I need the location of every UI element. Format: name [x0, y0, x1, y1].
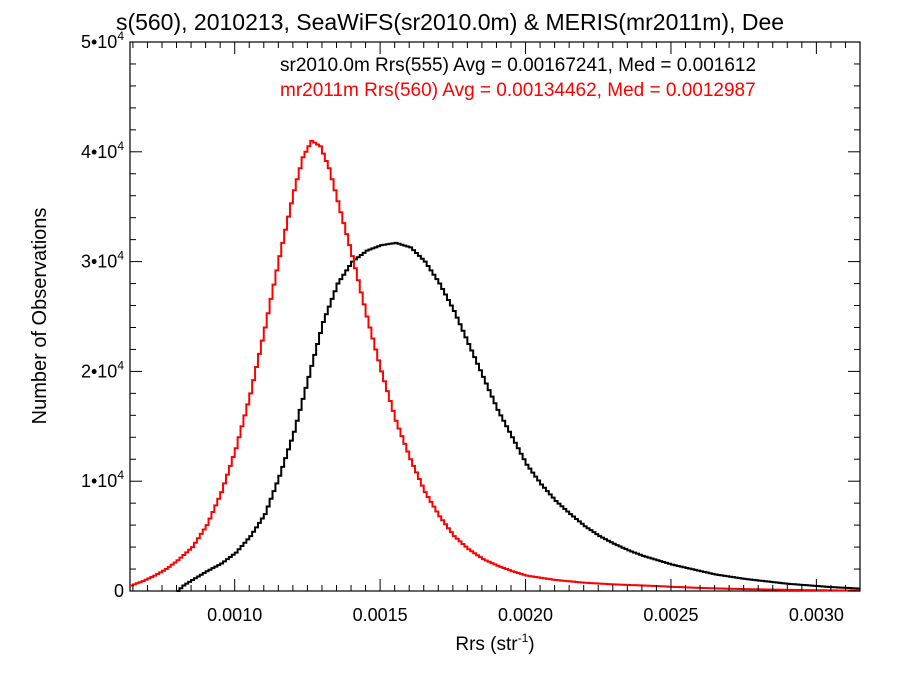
- x-tick-label: 0.0015: [353, 605, 408, 625]
- series-1-line: [130, 139, 860, 592]
- series-0-line: [176, 241, 860, 592]
- chart-title: s(560), 2010213, SeaWiFS(sr2010.0m) & ME…: [116, 9, 784, 35]
- series-0: [176, 241, 860, 592]
- x-tick-label: 0.0010: [207, 605, 262, 625]
- y-tick-label: 0: [114, 581, 124, 601]
- x-tick-label: 0.0020: [498, 605, 553, 625]
- y-tick-label: 5•104: [81, 29, 124, 52]
- series-layer: [130, 139, 860, 592]
- legend-entry-red: mr2011m Rrs(560) Avg = 0.00134462, Med =…: [280, 80, 756, 101]
- legend-entry-black: sr2010.0m Rrs(555) Avg = 0.00167241, Med…: [280, 55, 756, 76]
- chart-legend: sr2010.0m Rrs(555) Avg = 0.00167241, Med…: [280, 55, 756, 101]
- y-tick-label: 3•104: [81, 249, 124, 272]
- x-tick-label: 0.0030: [789, 605, 844, 625]
- x-tick-label: 0.0025: [643, 605, 698, 625]
- axis-tick-labels: 0.0010 0.0015 0.0020 0.0025 0.0030 0 1•104 2•10…: [81, 29, 844, 625]
- axis-ticks: [130, 41, 861, 592]
- y-tick-label: 1•104: [81, 468, 124, 491]
- plot-frame: [129, 41, 861, 592]
- series-1: [130, 139, 860, 592]
- y-tick-label: 4•104: [81, 139, 124, 162]
- y-tick-label: 2•104: [81, 358, 124, 381]
- x-axis-label: Rrs (str-1): [455, 631, 534, 655]
- y-axis-label: Number of Observations: [29, 208, 51, 425]
